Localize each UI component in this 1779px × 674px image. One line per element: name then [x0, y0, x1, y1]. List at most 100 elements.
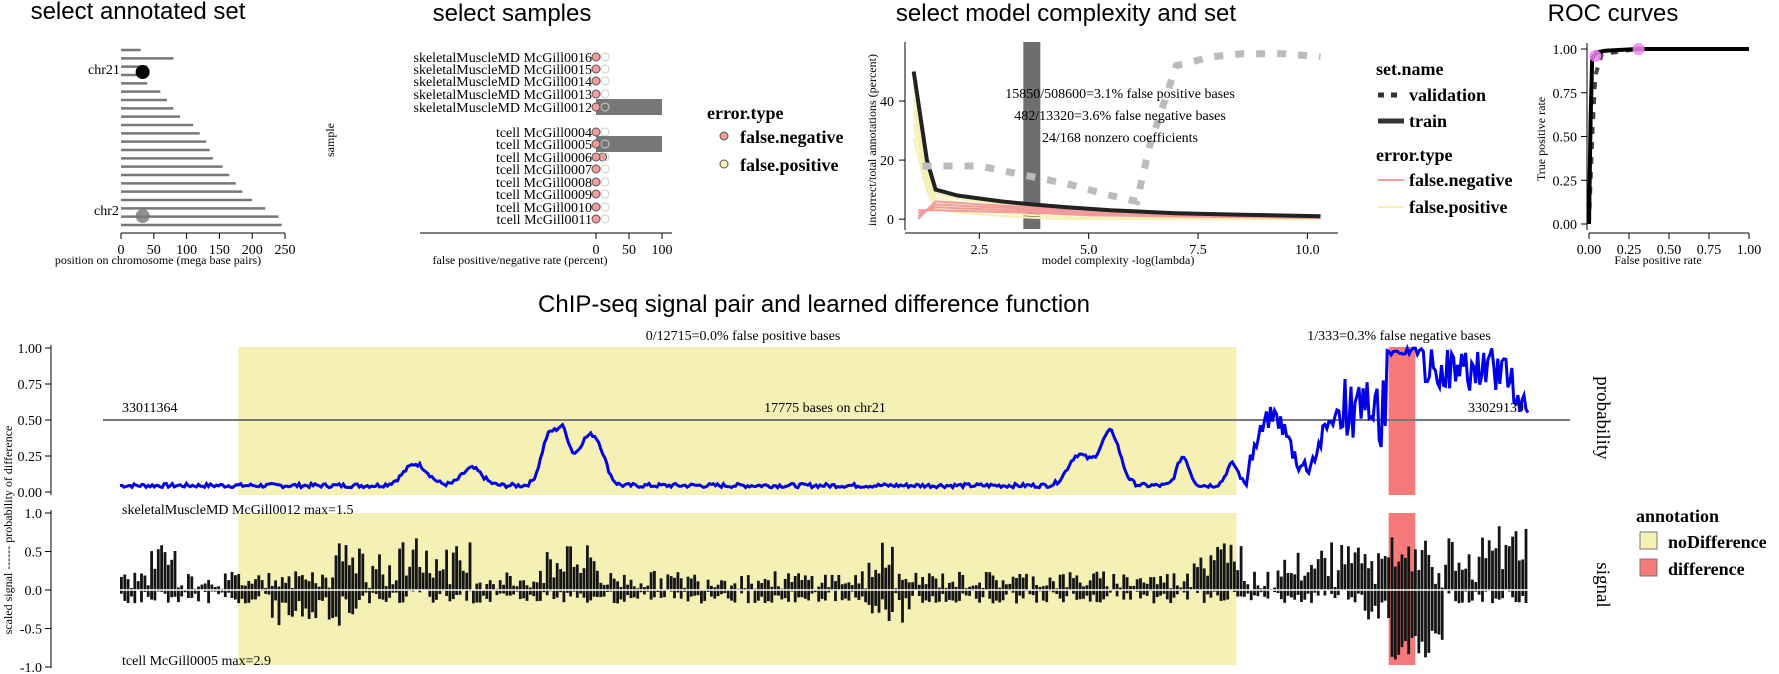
signal-bar-bottom — [1249, 590, 1253, 601]
signal-bar-top — [552, 577, 556, 590]
signal-bar-bottom — [602, 590, 606, 597]
signal-bar-bottom — [592, 590, 596, 597]
signal-bar-top — [683, 587, 686, 590]
signal-bar-top — [911, 582, 914, 590]
signal-bar-bottom — [1233, 590, 1236, 592]
signal-bar-top — [582, 568, 586, 590]
sample-rows[interactable]: skeletalMuscleMD McGill0016skeletalMuscl… — [414, 51, 662, 228]
sample-fp-point[interactable] — [600, 189, 610, 199]
signal-bar-top — [619, 587, 623, 590]
signal-bar-top — [807, 579, 810, 590]
sample-fn-point[interactable] — [591, 89, 601, 99]
signal-bar-top — [1353, 552, 1357, 590]
sample-fn-point[interactable] — [591, 177, 601, 187]
signal-bar-bottom — [1521, 590, 1525, 596]
complexity-validation-line[interactable] — [922, 50, 1321, 206]
sample-fp-point[interactable] — [600, 177, 610, 187]
signal-bar-top — [1457, 562, 1461, 590]
complexity-train-line[interactable] — [911, 71, 1321, 219]
signal-bar-top — [646, 585, 650, 590]
signal-bar-top — [1313, 568, 1317, 590]
sample-rate-bar[interactable] — [596, 136, 662, 152]
selected-chrom-point-chr21[interactable] — [135, 65, 150, 79]
signal-bar-top — [364, 582, 368, 590]
signal-bar-bottom — [760, 590, 764, 597]
signal-bar-top — [371, 565, 375, 590]
signal-bar-bottom — [1397, 590, 1401, 655]
sample-label: tcell McGill0010 — [496, 201, 592, 216]
signal-bar-top — [160, 545, 163, 590]
sample-fp-point[interactable] — [600, 164, 610, 174]
sample-fn-point[interactable] — [591, 214, 601, 224]
sample-fn-point[interactable] — [591, 52, 601, 62]
signal-bar-bottom — [1095, 590, 1099, 603]
signal-bar-bottom — [656, 590, 660, 592]
sample-fp-point[interactable] — [600, 64, 610, 74]
sample-fp-point[interactable] — [600, 202, 610, 212]
signal-bar-top — [1310, 565, 1313, 590]
sample-rate-bar[interactable] — [596, 99, 662, 115]
sample-fn-point[interactable] — [591, 76, 601, 86]
signal-bar-bottom — [1430, 590, 1434, 631]
sample-fn-point[interactable] — [591, 127, 601, 137]
signal-bar-top — [1263, 586, 1266, 590]
complexity-x-tick-label: 5.0 — [1080, 243, 1098, 258]
signal-bar-top — [659, 578, 663, 590]
signal-bar-bottom — [924, 590, 928, 601]
roc-point-validation[interactable] — [1589, 50, 1602, 62]
signal-bar-top — [291, 588, 294, 590]
signal-bar-top — [1008, 583, 1012, 590]
signal-bar-bottom — [1360, 590, 1364, 595]
signal-bar-bottom — [703, 590, 707, 601]
signal-bar-bottom — [398, 590, 401, 603]
complexity-title: select model complexity and set — [896, 0, 1236, 27]
signal-bar-top — [1383, 556, 1387, 590]
roc-train-line[interactable] — [1587, 47, 1749, 225]
signal-bar-bottom — [284, 590, 288, 603]
annotated-segments[interactable] — [121, 48, 282, 227]
signal-bar-bottom — [1082, 590, 1085, 599]
signal-bar-top — [508, 576, 512, 590]
probability-line[interactable] — [119, 343, 1530, 491]
signal-bar-top — [287, 576, 291, 590]
sample-fn-point[interactable] — [591, 202, 601, 212]
sample-fn-point[interactable] — [591, 189, 601, 199]
signal-bar-top — [1330, 542, 1333, 590]
signal-bar-top — [274, 580, 277, 590]
signal-bar-top — [1424, 540, 1427, 590]
sample-fn-point[interactable] — [591, 164, 601, 174]
sample-fn-point[interactable] — [591, 139, 601, 149]
roc-point-train[interactable] — [1632, 43, 1645, 55]
sample-fp-point[interactable] — [600, 102, 610, 112]
signal-bar-bottom — [723, 590, 727, 594]
signal-bar-top — [190, 576, 194, 590]
signal-bar-bottom — [1259, 590, 1263, 593]
roc-y-ticks: 0.00 0.25 0.50 0.75 1.00 — [1553, 43, 1587, 233]
signal-bar-top — [1075, 575, 1079, 590]
sample-fn-point[interactable] — [591, 102, 601, 112]
signal-bar-bottom — [341, 590, 345, 597]
signal-bar-top — [777, 586, 780, 590]
complexity-panel: select model complexity and set incorrec… — [865, 0, 1512, 267]
sample-fp-point[interactable] — [600, 89, 610, 99]
sample-fp-point[interactable] — [600, 52, 610, 62]
signal-bar-bottom — [770, 590, 774, 603]
signal-bar-top — [1471, 579, 1474, 590]
complexity-selected-bar[interactable] — [1023, 42, 1041, 229]
sample-fn-point[interactable] — [591, 64, 601, 74]
selected-chrom-point-chr2[interactable] — [135, 209, 150, 223]
samples-x-tick-label: 50 — [622, 243, 636, 258]
sample-label: tcell McGill0005 — [496, 138, 592, 153]
signal-bar-bottom — [864, 590, 867, 603]
signal-bar-bottom — [505, 590, 509, 596]
roc-validation-line[interactable] — [1587, 47, 1749, 225]
signal-bar-top — [978, 582, 981, 590]
signal-bar-top — [1041, 586, 1045, 590]
sample-fn-point[interactable] — [591, 152, 601, 162]
sample-fp-point[interactable] — [600, 139, 610, 149]
sample-fp-point[interactable] — [600, 152, 610, 162]
sample-fp-point[interactable] — [600, 127, 610, 137]
signal-bar-bottom — [270, 590, 274, 618]
sample-fp-point[interactable] — [600, 76, 610, 86]
sample-fp-point[interactable] — [600, 214, 610, 224]
